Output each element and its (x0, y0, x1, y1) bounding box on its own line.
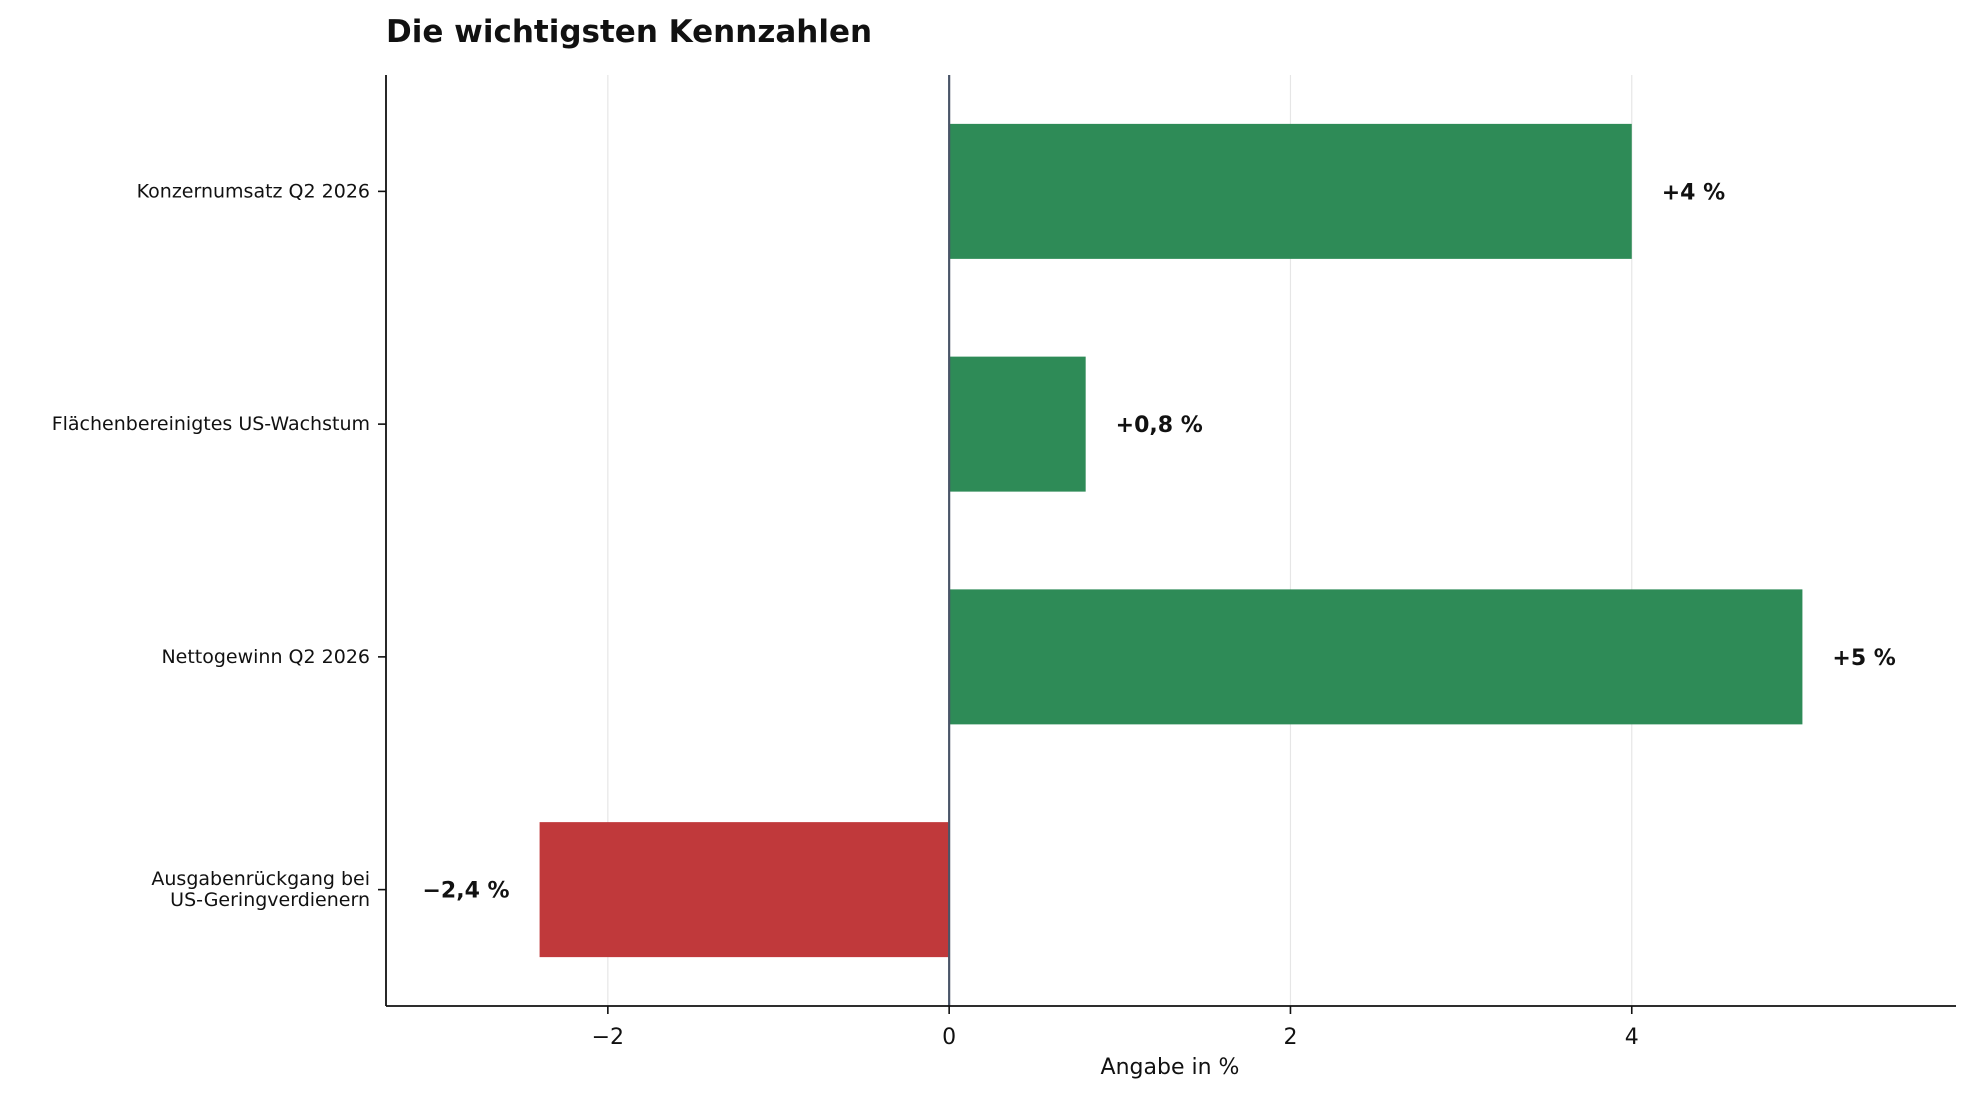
x-tick-label: 0 (942, 1025, 956, 1050)
category-label: Konzernumsatz Q2 2026 (137, 180, 370, 202)
data-label: +5 % (1832, 646, 1895, 671)
x-axis-title: Angabe in % (1101, 1055, 1240, 1080)
x-tick-label: 2 (1283, 1025, 1297, 1050)
data-label: +4 % (1662, 180, 1725, 205)
chart-title: Die wichtigsten Kennzahlen (386, 14, 872, 50)
bar (949, 123, 1632, 259)
axes: −2 0 2 4 Konzernumsatz Q2 2026 Flächenbereini… (52, 75, 1956, 1050)
x-tick-label: 4 (1625, 1025, 1639, 1050)
data-labels: +4 % +0,8 % +5 % −2,4 % (422, 180, 1895, 903)
category-label: Nettogewinn Q2 2026 (161, 646, 370, 668)
category-label: Ausgabenrückgang bei US-Geringverdienern (151, 868, 370, 911)
bars (539, 123, 1803, 958)
data-label: +0,8 % (1116, 413, 1203, 438)
category-label: Flächenbereinigtes US-Wachstum (52, 413, 370, 435)
data-label: −2,4 % (422, 879, 509, 904)
x-tick-label: −2 (592, 1025, 624, 1050)
bar (949, 589, 1803, 725)
bar (949, 356, 1086, 492)
bar (539, 822, 950, 958)
